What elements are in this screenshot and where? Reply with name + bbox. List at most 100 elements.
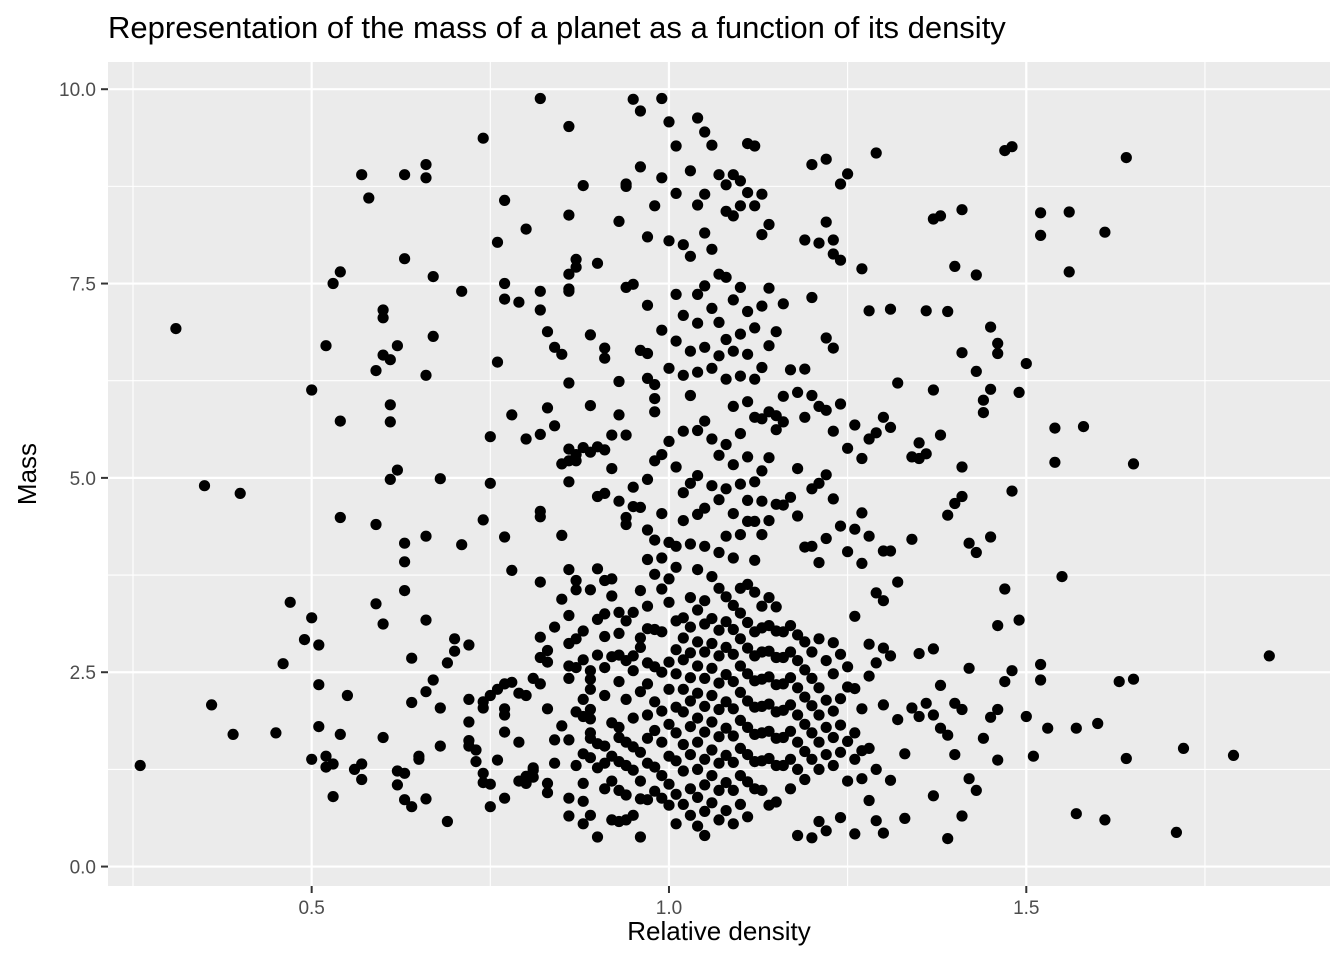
data-point <box>756 188 768 200</box>
data-point <box>670 755 682 767</box>
data-point <box>727 552 739 564</box>
data-point <box>949 497 961 510</box>
y-tick-label: 5.0 <box>70 469 96 490</box>
data-point <box>692 199 704 211</box>
data-point <box>870 815 882 827</box>
data-point <box>884 421 897 433</box>
data-point <box>713 677 725 689</box>
data-point <box>541 787 554 799</box>
data-point <box>763 218 775 231</box>
data-point <box>934 429 947 441</box>
data-point <box>727 459 739 471</box>
data-point <box>1070 808 1082 820</box>
data-point <box>1063 266 1075 278</box>
data-point <box>827 637 839 649</box>
data-point <box>406 801 418 813</box>
data-point <box>591 563 604 575</box>
y-tick-label: 2.5 <box>70 663 96 684</box>
data-point <box>699 280 711 292</box>
data-point <box>620 518 632 531</box>
data-point <box>577 180 589 192</box>
data-point <box>584 584 597 596</box>
data-point <box>792 463 804 475</box>
data-point <box>913 437 925 449</box>
data-point <box>327 758 339 770</box>
data-point <box>670 818 682 830</box>
data-point <box>699 726 711 738</box>
data-point <box>556 720 568 732</box>
data-point <box>627 93 639 105</box>
data-point <box>863 742 875 755</box>
data-point <box>684 672 697 684</box>
data-point <box>799 363 811 375</box>
data-point <box>799 773 811 786</box>
data-point <box>399 556 411 568</box>
data-point <box>699 227 711 239</box>
data-point <box>599 689 611 702</box>
data-point <box>570 633 582 645</box>
data-point <box>563 268 575 280</box>
data-point <box>649 200 661 212</box>
data-point <box>742 187 754 199</box>
data-point <box>656 552 668 564</box>
data-point <box>563 792 575 804</box>
data-point <box>1006 485 1018 497</box>
data-point <box>756 495 768 507</box>
data-point <box>1027 750 1039 762</box>
data-point <box>713 316 725 328</box>
data-point <box>677 612 689 624</box>
data-point <box>763 515 775 527</box>
data-point <box>1020 710 1032 723</box>
data-point <box>656 705 668 717</box>
data-point <box>813 477 825 489</box>
data-point <box>742 305 754 318</box>
data-point <box>856 703 868 715</box>
data-point <box>849 727 861 739</box>
data-point <box>863 794 875 807</box>
data-point <box>427 674 439 686</box>
data-point <box>884 650 897 662</box>
data-point <box>684 647 697 659</box>
data-point <box>720 805 732 817</box>
data-point <box>684 250 697 262</box>
data-point <box>842 442 854 454</box>
data-point <box>599 608 611 620</box>
data-point <box>692 820 704 832</box>
data-point <box>570 574 582 587</box>
data-point <box>677 239 689 251</box>
data-point <box>699 805 711 818</box>
data-point <box>692 712 704 724</box>
data-point <box>420 614 432 626</box>
data-point <box>234 487 246 499</box>
data-point <box>520 223 532 235</box>
data-point <box>849 523 861 535</box>
data-point <box>713 582 725 594</box>
data-point <box>892 714 904 726</box>
data-point <box>434 740 446 752</box>
data-point <box>1227 749 1240 762</box>
data-point <box>427 330 439 342</box>
data-point <box>541 703 554 715</box>
data-point <box>949 749 961 761</box>
data-point <box>742 642 754 654</box>
data-point <box>370 518 382 531</box>
data-point <box>692 366 704 378</box>
data-point <box>727 756 739 769</box>
data-point <box>613 375 625 388</box>
data-point <box>992 703 1004 716</box>
data-point <box>970 365 982 377</box>
data-points <box>134 92 1275 845</box>
data-point <box>649 393 661 405</box>
data-point <box>599 487 611 499</box>
data-point <box>749 373 761 385</box>
data-point <box>599 342 611 354</box>
data-point <box>727 648 739 660</box>
data-point <box>985 531 997 543</box>
data-point <box>227 728 239 741</box>
data-point <box>463 693 475 706</box>
data-point <box>670 335 682 347</box>
data-point <box>513 296 525 308</box>
data-point <box>806 291 818 304</box>
data-point <box>727 784 739 797</box>
